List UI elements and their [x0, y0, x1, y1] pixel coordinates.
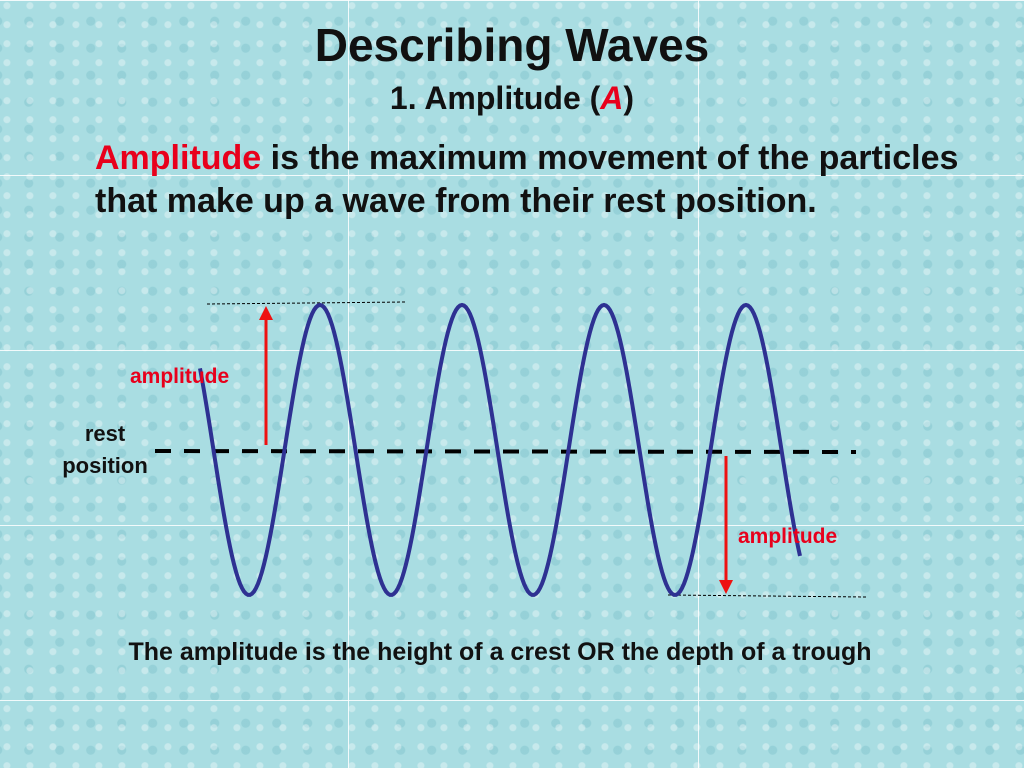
rest-position-label: rest position [40, 418, 170, 482]
rest-label-line1: rest [84, 421, 126, 446]
rest-position-line [154, 449, 857, 454]
amplitude-label-top: amplitude [130, 365, 230, 388]
caption: The amplitude is the height of a crest O… [128, 638, 872, 666]
crest-reference-line [206, 301, 407, 305]
trough-reference-line [667, 594, 867, 598]
slide-title: Describing Waves [314, 19, 710, 71]
amplitude-arrow-down [719, 456, 733, 594]
definition-text: is the maximum movement of the particles… [95, 139, 959, 220]
wave-curve [198, 302, 802, 597]
definition-term: Amplitude [95, 139, 262, 177]
amplitude-label-bottom: amplitude [738, 525, 838, 548]
slide-subtitle: 1. Amplitude (A) [0, 80, 1024, 117]
amplitude-arrow-up [259, 306, 273, 445]
amplitude-symbol: A [600, 80, 624, 116]
subtitle-suffix: ) [623, 80, 635, 116]
subtitle-text: 1. Amplitude ( [389, 80, 601, 116]
definition-paragraph: Amplitude is the maximum movement of the… [95, 137, 965, 223]
rest-label-line2: position [62, 453, 148, 478]
